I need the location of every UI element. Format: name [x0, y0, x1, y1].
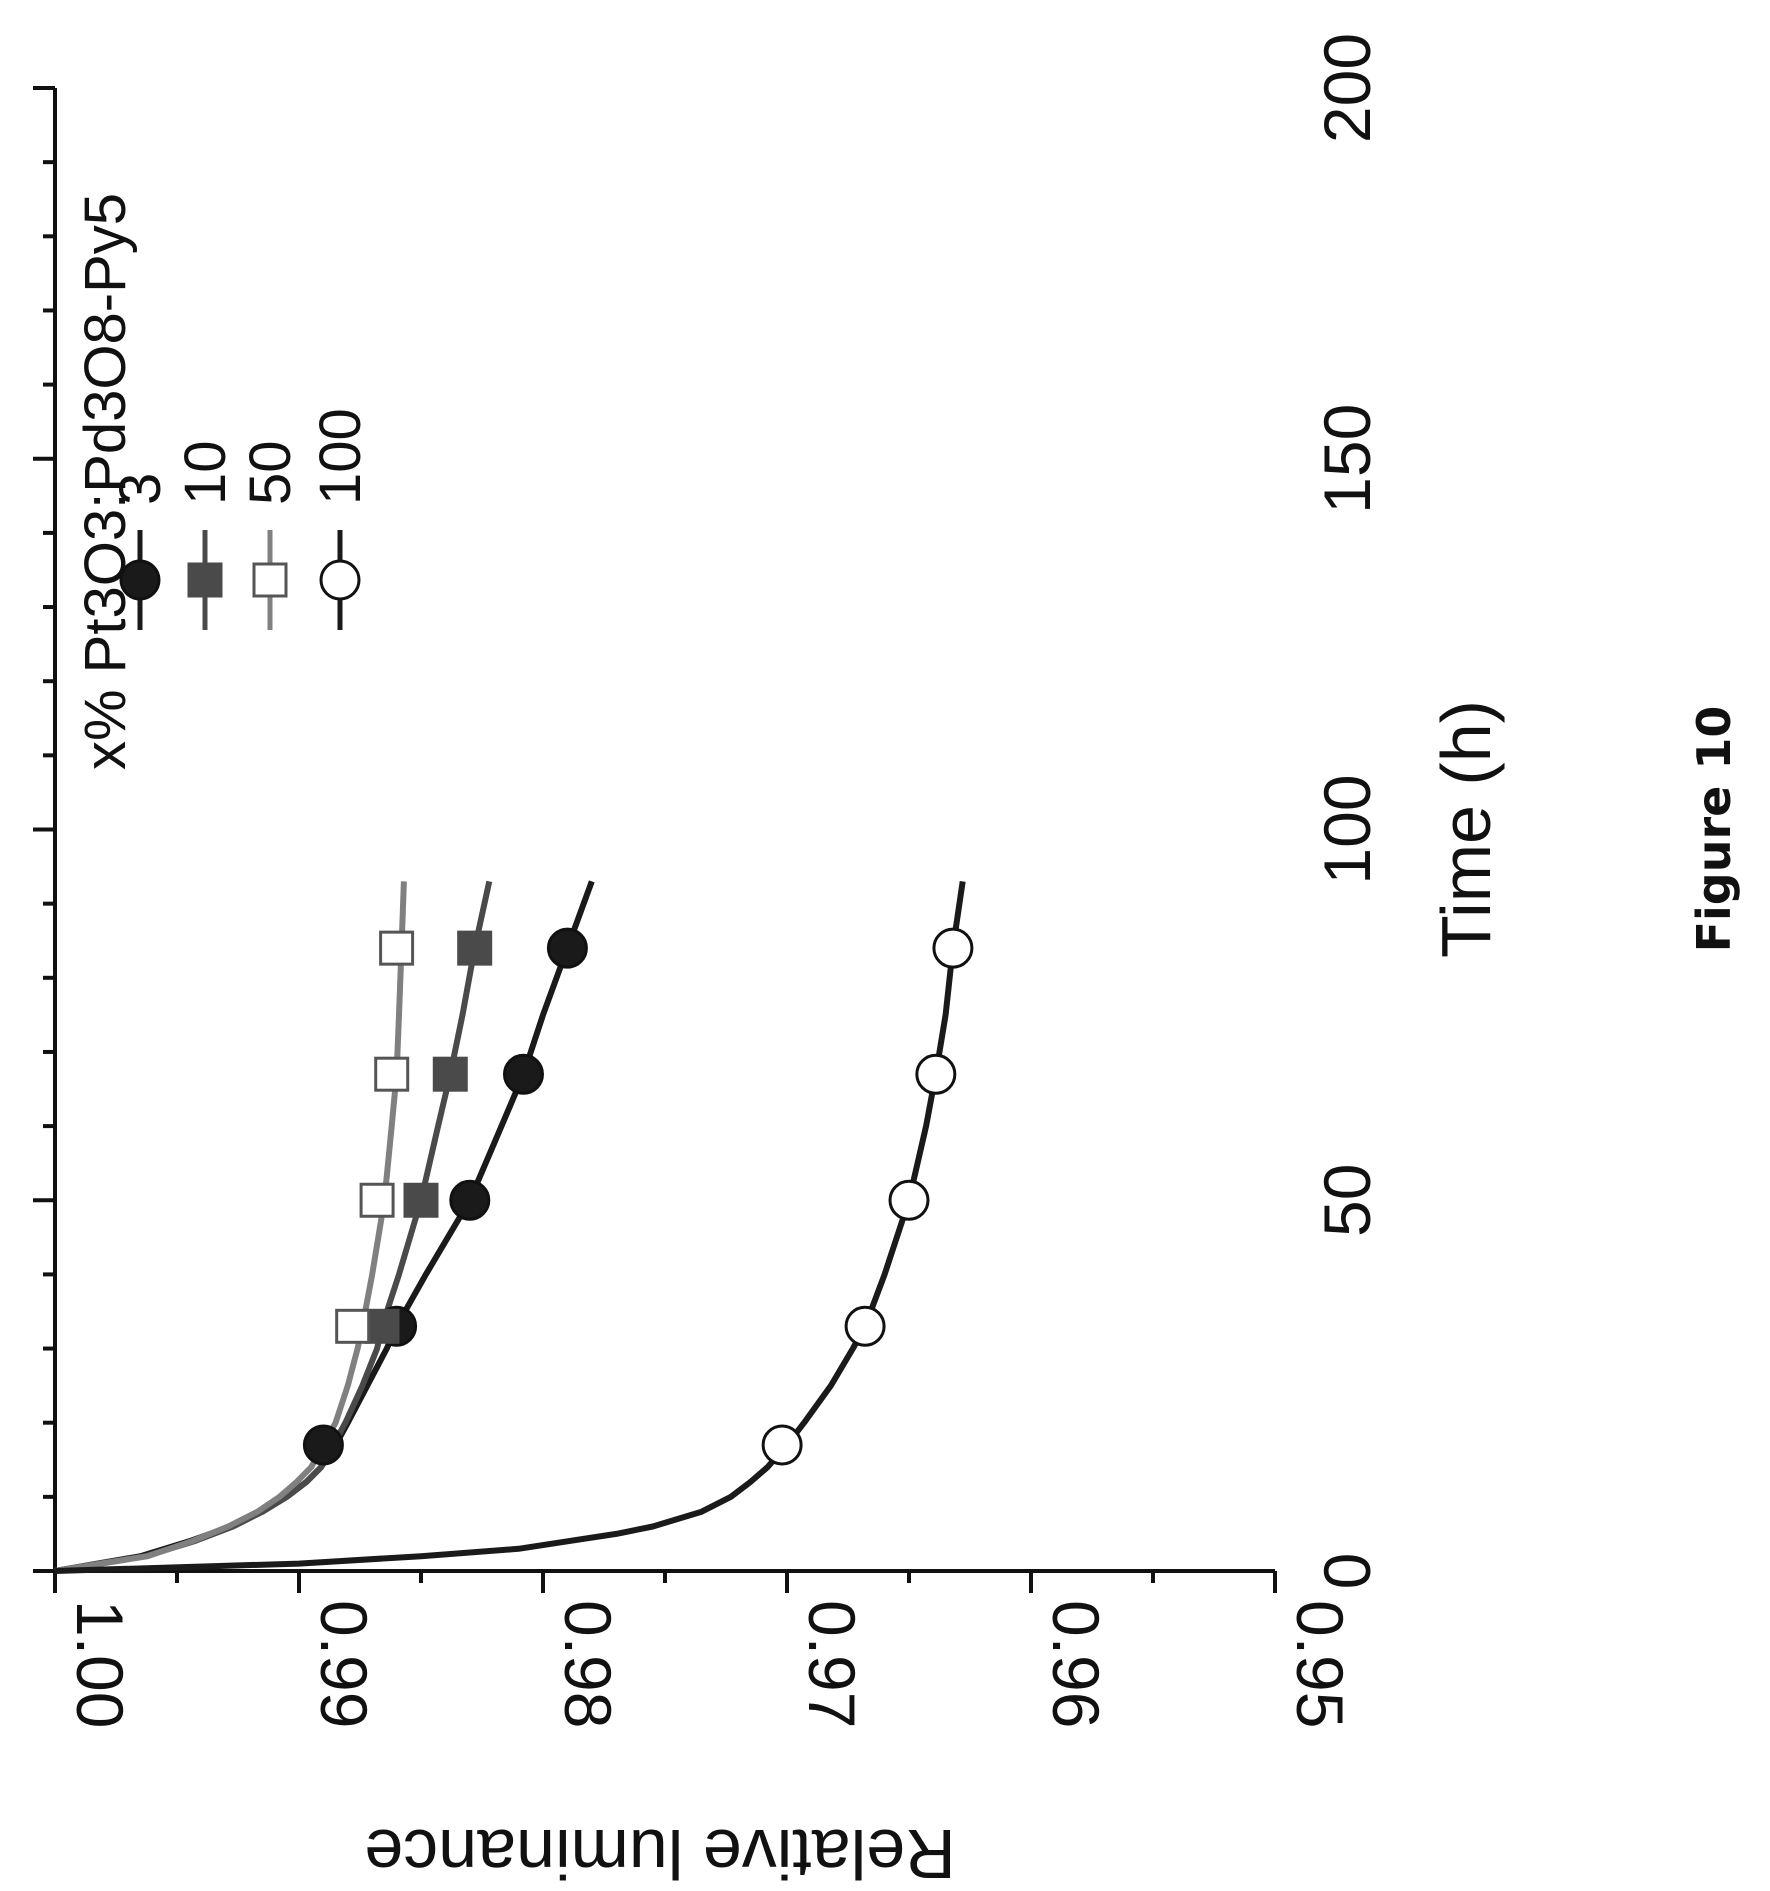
y-tick-label: 0.95: [1283, 1600, 1357, 1728]
legend-label-50: 50: [238, 440, 303, 505]
x-tick-label: 0: [1310, 1553, 1384, 1590]
series-line-10: [54, 880, 493, 1574]
marker-10: [364, 1308, 400, 1344]
series-markers: [302, 927, 974, 1466]
marker-10: [432, 1056, 468, 1092]
marker-3: [449, 1179, 491, 1221]
legend-marker-3: [119, 559, 161, 601]
y-tick-label: 1.00: [63, 1600, 137, 1728]
legend-label-3: 3: [108, 473, 173, 505]
y-axis-title: Relative luminance: [364, 1815, 955, 1891]
x-axis-title: Time (h): [1427, 700, 1505, 958]
marker-3: [502, 1053, 544, 1095]
marker-100: [761, 1424, 803, 1466]
marker-3: [546, 927, 588, 969]
legend-marker-100: [319, 559, 361, 601]
marker-3: [302, 1424, 344, 1466]
y-tick-label: 0.99: [307, 1600, 381, 1728]
x-tick-label: 100: [1310, 774, 1384, 884]
series-lines: [54, 880, 966, 1574]
series-line-50: [54, 881, 407, 1574]
x-tick-label: 50: [1310, 1164, 1384, 1237]
marker-50: [359, 1182, 395, 1218]
marker-50: [379, 930, 415, 966]
legend-label-100: 100: [308, 408, 373, 505]
legend: x% Pt3O3:Pd3O8-Py5 3 10 50 100: [73, 193, 373, 770]
marker-100: [915, 1053, 957, 1095]
marker-100: [844, 1305, 886, 1347]
legend-entries: 3 10 50 100: [108, 408, 373, 630]
marker-50: [374, 1056, 410, 1092]
x-tick-label: 200: [1310, 33, 1384, 143]
figure-caption: Figure 10: [1687, 706, 1741, 953]
y-tick-label: 0.97: [795, 1600, 869, 1728]
y-tick-label: 0.98: [551, 1600, 625, 1728]
legend-marker-10: [187, 562, 223, 598]
marker-10: [457, 930, 493, 966]
legend-label-10: 10: [173, 440, 238, 505]
marker-100: [932, 927, 974, 969]
marker-10: [403, 1182, 439, 1218]
series-line-100: [54, 880, 966, 1574]
x-tick-label: 150: [1310, 404, 1384, 514]
legend-marker-50: [252, 562, 288, 598]
legend-title: x% Pt3O3:Pd3O8-Py5: [73, 193, 138, 770]
y-tick-label: 0.96: [1039, 1600, 1113, 1728]
marker-100: [888, 1179, 930, 1221]
marker-50: [335, 1308, 371, 1344]
